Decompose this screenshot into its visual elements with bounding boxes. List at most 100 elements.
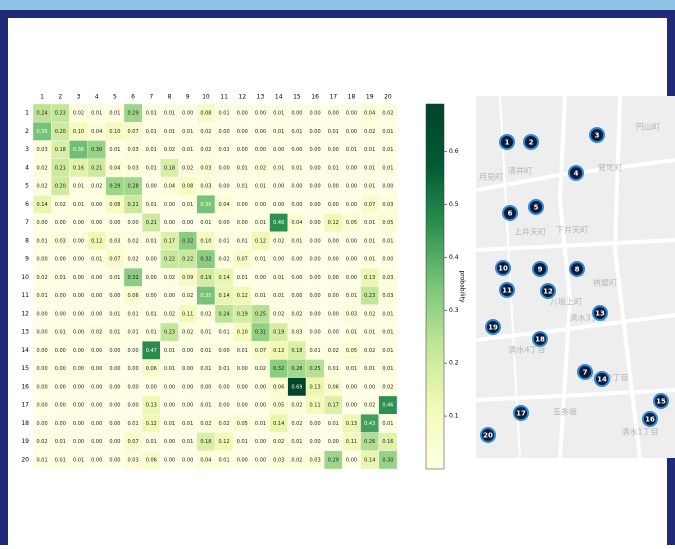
cell-label: 0.00 <box>73 238 84 244</box>
cell-label: 0.01 <box>346 147 357 153</box>
cell-label: 0.01 <box>328 366 339 372</box>
cell-label: 0.01 <box>219 366 230 372</box>
cell-label: 0.00 <box>346 111 357 117</box>
cell-label: 0.01 <box>255 220 266 226</box>
cell-label: 0.00 <box>37 257 48 263</box>
heat-cell <box>378 450 398 470</box>
cell-label: 0.00 <box>146 184 157 190</box>
x-tick-label: 1 <box>40 94 44 101</box>
y-tick-label: 10 <box>21 274 29 281</box>
cell-label: 0.01 <box>255 293 266 299</box>
place-label: 桝屋町 <box>593 278 617 288</box>
heatmap: 1 2 3 4 5 6 7 8 9 10 11 12 13 14 15 16 17 18 19 201 0.24 0.23… <box>21 94 466 470</box>
cell-label: 0.00 <box>346 202 357 208</box>
cell-label: 0.00 <box>237 403 248 409</box>
cell-label: 0.02 <box>55 202 66 208</box>
cell-label: 0.00 <box>109 220 120 226</box>
cell-label: 0.00 <box>291 275 302 281</box>
place-label: 清水1丁目 <box>621 427 658 437</box>
cell-label: 0.00 <box>255 111 266 117</box>
place-label: 清井町 <box>508 166 532 176</box>
cell-label: 0.02 <box>364 403 375 409</box>
x-tick-label: 16 <box>311 94 319 101</box>
cell-label: 0.17 <box>328 403 339 409</box>
cell-label: 0.69 <box>291 384 302 390</box>
cell-label: 0.01 <box>382 330 393 336</box>
cell-label: 0.01 <box>237 439 248 445</box>
cell-label: 0.01 <box>164 111 175 117</box>
colorbar-label: probability <box>459 270 466 302</box>
x-tick-label: 17 <box>329 94 337 101</box>
cell-label: 0.47 <box>146 348 157 354</box>
cell-label: 0.00 <box>55 366 66 372</box>
cell-label: 0.01 <box>382 165 393 171</box>
x-tick-label: 6 <box>131 94 135 101</box>
cell-label: 0.17 <box>164 238 175 244</box>
marker <box>495 260 511 276</box>
cell-label: 0.00 <box>310 421 321 427</box>
cell-label: 0.12 <box>255 238 266 244</box>
cell-label: 0.11 <box>182 311 193 317</box>
x-tick-label: 7 <box>149 94 153 101</box>
cell-label: 0.03 <box>109 238 120 244</box>
cell-label: 0.00 <box>346 184 357 190</box>
cell-label: 0.01 <box>146 129 157 135</box>
cell-label: 0.09 <box>182 275 193 281</box>
cell-label: 0.00 <box>346 403 357 409</box>
cell-label: 0.00 <box>255 147 266 153</box>
cell-label: 0.00 <box>91 202 102 208</box>
cell-label: 0.00 <box>164 439 175 445</box>
marker-label: 7 <box>583 369 588 377</box>
marker <box>485 319 501 335</box>
cell-label: 0.00 <box>237 366 248 372</box>
cell-label: 0.00 <box>310 257 321 263</box>
cell-label: 0.07 <box>237 257 248 263</box>
cell-label: 0.02 <box>273 439 284 445</box>
cell-label: 0.01 <box>291 238 302 244</box>
cell-label: 0.12 <box>237 293 248 299</box>
cell-label: 0.16 <box>73 165 84 171</box>
cell-label: 0.00 <box>255 275 266 281</box>
cell-label: 0.00 <box>37 403 48 409</box>
cell-label: 0.01 <box>237 184 248 190</box>
cell-label: 0.01 <box>273 275 284 281</box>
cell-label: 0.43 <box>364 421 375 427</box>
cell-label: 0.00 <box>310 220 321 226</box>
marker-label: 3 <box>595 132 600 140</box>
x-tick-label: 10 <box>202 94 210 101</box>
cell-label: 0.01 <box>182 421 193 427</box>
cell-label: 0.00 <box>73 384 84 390</box>
cell-label: 0.02 <box>73 111 84 117</box>
cell-label: 0.00 <box>37 421 48 427</box>
x-tick-label: 14 <box>275 94 283 101</box>
cell-label: 0.00 <box>328 147 339 153</box>
cell-label: 0.02 <box>182 330 193 336</box>
marker-label: 11 <box>502 287 512 295</box>
cell-label: 0.00 <box>219 165 230 171</box>
x-tick-label: 4 <box>95 94 99 101</box>
cell-label: 0.01 <box>73 202 84 208</box>
colorbar-tick-label: 0.3 <box>449 307 459 314</box>
place-label: 清水3丁目 <box>569 313 606 323</box>
cell-label: 0.00 <box>255 403 266 409</box>
cell-label: 0.14 <box>364 457 375 463</box>
cell-label: 0.00 <box>255 439 266 445</box>
marker-label: 6 <box>508 210 513 218</box>
cell-label: 0.00 <box>146 384 157 390</box>
cell-label: 0.22 <box>164 257 175 263</box>
cell-label: 0.32 <box>128 275 139 281</box>
cell-label: 0.00 <box>237 129 248 135</box>
cell-label: 0.00 <box>255 129 266 135</box>
cell-label: 0.06 <box>146 457 157 463</box>
y-tick-label: 17 <box>21 402 29 409</box>
cell-label: 0.00 <box>37 311 48 317</box>
cell-label: 0.01 <box>364 184 375 190</box>
cell-label: 0.03 <box>128 147 139 153</box>
cell-label: 0.00 <box>219 403 230 409</box>
cell-label: 0.01 <box>273 293 284 299</box>
cell-label: 0.00 <box>109 421 120 427</box>
cell-label: 0.00 <box>73 330 84 336</box>
cell-label: 0.03 <box>37 147 48 153</box>
x-tick-label: 2 <box>58 94 62 101</box>
